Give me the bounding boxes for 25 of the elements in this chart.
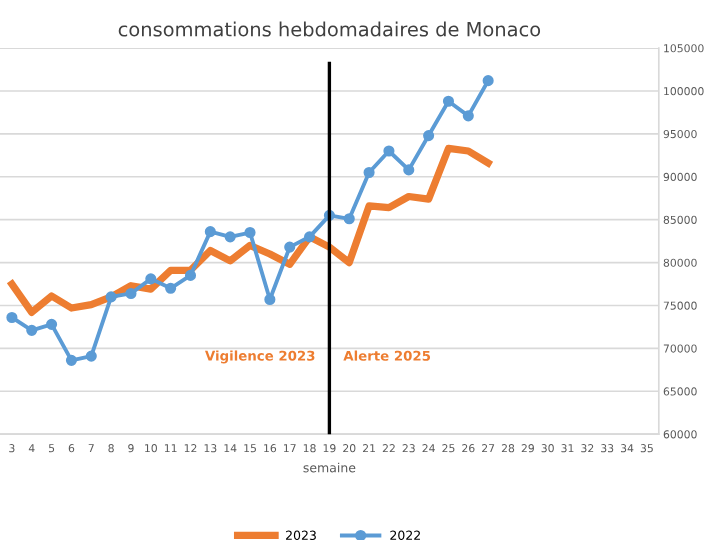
point: [423, 130, 435, 142]
point: [125, 287, 137, 299]
point: [363, 166, 375, 179]
point: [65, 354, 77, 366]
point: [462, 110, 474, 122]
point: [105, 291, 117, 303]
point: [184, 269, 197, 281]
point: [284, 241, 296, 253]
line-series: [8, 144, 492, 316]
point: [482, 75, 494, 87]
point: [343, 213, 355, 225]
point: [224, 231, 236, 243]
point: [165, 282, 177, 294]
point: [145, 273, 157, 285]
point: [442, 95, 455, 107]
point: [403, 164, 415, 176]
point: [6, 311, 18, 324]
point: [46, 318, 58, 330]
chart-title: consommations hebdomadaires de Monaco: [118, 21, 541, 37]
point: [204, 226, 216, 238]
point: [85, 350, 97, 362]
point: [244, 226, 256, 239]
point: [304, 231, 316, 243]
point: [383, 145, 395, 157]
point: [26, 324, 38, 336]
